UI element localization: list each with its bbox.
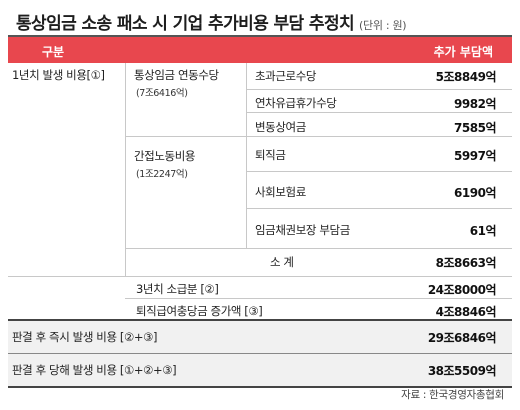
header-amount: 추가 부담액 [433, 45, 493, 59]
item-label: 사회보험료 [255, 185, 306, 199]
row-line [8, 276, 512, 277]
row-line [125, 298, 512, 299]
row-line [8, 353, 512, 354]
header-category: 구분 [42, 45, 65, 59]
immediate-value: 29조6846억 [427, 331, 497, 345]
row-line [246, 89, 512, 90]
row-line [125, 136, 512, 137]
retire-value: 4조8846억 [435, 305, 497, 319]
item-label: 퇴직금 [255, 148, 286, 162]
retire-label: 퇴직급여충당금 증가액 [③] [136, 304, 263, 318]
item-value: 5997억 [454, 149, 496, 163]
ordinary-wage-label: 통상임금 연동수당 [134, 68, 219, 82]
item-value: 61억 [469, 224, 497, 238]
sameyear-value: 38조5509억 [427, 364, 497, 378]
item-label: 임금채권보장 부담금 [255, 223, 350, 237]
item-value: 6190억 [454, 186, 496, 200]
unit-label: (단위 : 원) [359, 19, 407, 32]
item-label: 변동상여금 [255, 120, 306, 134]
subtotal-label: 소 계 [270, 255, 294, 269]
row-line [125, 248, 512, 249]
indirect-label: 간접노동비용 [134, 149, 196, 163]
item-value: 5조8849억 [435, 70, 497, 84]
sameyear-label: 판결 후 당해 발생 비용 [①+②+③] [12, 363, 177, 377]
item-label: 연차유급휴가수당 [255, 96, 337, 110]
back3-value: 24조8000억 [427, 283, 497, 297]
row-line [246, 208, 512, 209]
bottom-rule [8, 386, 512, 388]
year1-label: 1년치 발생 비용[①] [12, 68, 105, 82]
source-note: 자료 : 한국경영자총협회 [401, 389, 504, 401]
ordinary-wage-sub: (7조6416억) [136, 88, 188, 99]
title-row: 통상임금 소송 패소 시 기업 추가비용 부담 추정치 (단위 : 원) [0, 0, 520, 40]
divider-v2 [246, 63, 247, 248]
item-value: 7585억 [454, 121, 496, 135]
indirect-sub: (1조2247억) [136, 169, 188, 180]
item-label: 초과근로수당 [255, 69, 317, 83]
title-text: 통상임금 소송 패소 시 기업 추가비용 부담 추정치 [16, 14, 355, 34]
table-header: 구분 추가 부담액 [8, 37, 512, 63]
row-line [246, 171, 512, 172]
item-value: 9982억 [454, 97, 496, 111]
row-line [246, 112, 512, 113]
back3-label: 3년치 소급분 [②] [136, 282, 219, 296]
divider-v1 [125, 63, 126, 276]
page-title: 통상임금 소송 패소 시 기업 추가비용 부담 추정치 (단위 : 원) [16, 9, 407, 34]
bold-rule [8, 319, 512, 321]
subtotal-value: 8조8663억 [435, 256, 497, 270]
top-rule [8, 35, 512, 37]
immediate-label: 판결 후 즉시 발생 비용 [②+③] [12, 330, 158, 344]
